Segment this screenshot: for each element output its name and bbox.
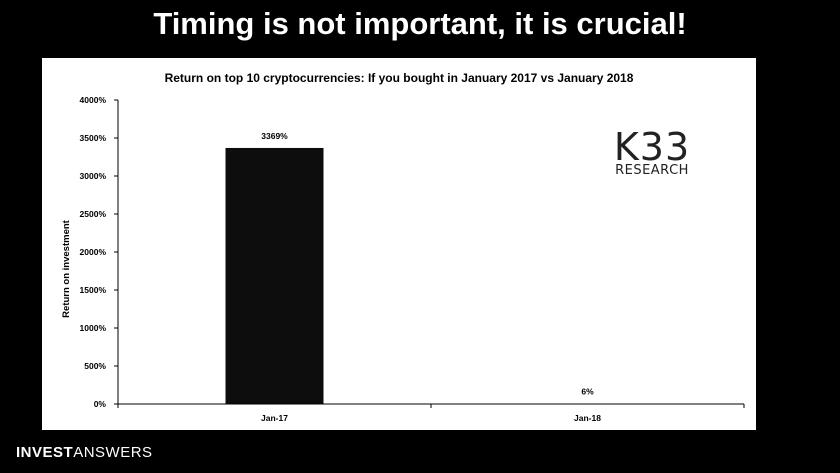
- y-tick-label: 2000%: [80, 247, 107, 257]
- y-tick-label: 1500%: [80, 285, 107, 295]
- y-tick-label: 0%: [94, 399, 107, 409]
- chart-title: Return on top 10 cryptocurrencies: If yo…: [165, 71, 634, 85]
- y-tick-label: 1000%: [80, 323, 107, 333]
- investanswers-brand: INVESTANSWERS: [16, 444, 153, 462]
- y-tick-label: 4000%: [80, 95, 107, 105]
- x-category-label: Jan-18: [574, 413, 601, 423]
- logo-subtitle: RESEARCH: [615, 163, 689, 178]
- y-tick-label: 3000%: [80, 171, 107, 181]
- x-category-label: Jan-17: [261, 413, 288, 423]
- chart-panel: Return on top 10 cryptocurrencies: If yo…: [42, 58, 756, 430]
- bar-jan-17: [225, 147, 324, 404]
- y-tick-label: 3500%: [80, 133, 107, 143]
- brand-strong-text: INVEST: [16, 444, 74, 461]
- y-tick-label: 500%: [84, 361, 106, 371]
- y-axis-title: Return on investment: [61, 219, 72, 317]
- k33-research-logo: K33 RESEARCH: [602, 125, 702, 178]
- data-label: 3369%: [261, 131, 288, 141]
- slide-headline: Timing is not important, it is crucial!: [153, 6, 687, 41]
- brand-light-text: ANSWERS: [73, 444, 153, 461]
- logo-wordmark: K33: [613, 125, 691, 169]
- data-label: 6%: [581, 387, 594, 397]
- bar-chart: Return on top 10 cryptocurrencies: If yo…: [61, 71, 745, 423]
- y-tick-label: 2500%: [80, 209, 107, 219]
